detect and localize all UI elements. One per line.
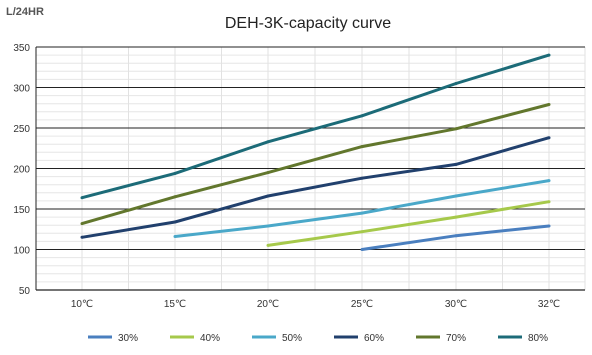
data-point: [360, 114, 364, 118]
x-tick-label: 25℃: [351, 299, 373, 310]
data-point: [454, 215, 458, 219]
legend-label: 30%: [118, 333, 138, 344]
data-point: [454, 234, 458, 238]
y-tick-label: 100: [13, 246, 30, 257]
data-point: [80, 196, 84, 200]
legend-label: 50%: [282, 333, 302, 344]
axes: 50 100 150 200 250 300 350 10℃ 15℃ 20℃ 25℃ 30℃ 32℃: [13, 43, 585, 310]
chart-title: DEH-3K-capacity curve: [225, 15, 391, 32]
data-point: [547, 136, 551, 140]
series-line-80pct: [81, 53, 550, 200]
legend-label: 60%: [364, 333, 384, 344]
y-tick-label: 350: [13, 43, 30, 54]
data-point: [547, 224, 551, 228]
data-point: [360, 176, 364, 180]
y-tick-label: 150: [13, 205, 30, 216]
y-tick-label: 250: [13, 124, 30, 135]
data-point: [454, 194, 458, 198]
series-line-60pct: [81, 136, 550, 239]
legend-label: 40%: [200, 333, 220, 344]
data-point: [547, 179, 551, 183]
data-point: [454, 162, 458, 166]
data-point: [266, 171, 270, 175]
data-point: [173, 171, 177, 175]
data-point: [80, 235, 84, 239]
y-tick-label: 50: [19, 286, 31, 297]
x-tick-label: 30℃: [445, 299, 467, 310]
data-point: [454, 82, 458, 85]
data-point: [360, 211, 364, 215]
data-point: [266, 194, 270, 198]
data-point: [266, 140, 270, 144]
data-point: [454, 127, 458, 131]
data-point: [547, 103, 551, 106]
grid: [35, 46, 586, 291]
y-unit-label: L/24HR: [6, 6, 44, 18]
data-point: [266, 243, 270, 247]
y-tick-label: 200: [13, 165, 30, 176]
x-tick-label: 32℃: [538, 299, 560, 310]
legend-label: 80%: [528, 333, 548, 344]
legend-label: 70%: [446, 333, 466, 344]
data-point: [360, 230, 364, 234]
series-line-40pct: [267, 200, 550, 247]
series-lines: [80, 53, 551, 251]
data-point: [547, 200, 551, 204]
data-point: [360, 145, 364, 149]
data-point: [173, 235, 177, 238]
x-tick-label: 10℃: [71, 299, 93, 310]
legend: 30% 40% 50% 60% 70% 80%: [88, 333, 548, 344]
data-point: [547, 53, 551, 57]
x-tick-label: 20℃: [257, 299, 279, 310]
x-tick-label: 15℃: [164, 299, 186, 310]
data-point: [173, 220, 177, 224]
series-line-70pct: [81, 103, 550, 226]
data-point: [266, 224, 270, 228]
data-point: [80, 222, 84, 226]
y-tick-label: 300: [13, 84, 30, 95]
data-point: [173, 195, 177, 199]
data-point: [360, 248, 364, 251]
